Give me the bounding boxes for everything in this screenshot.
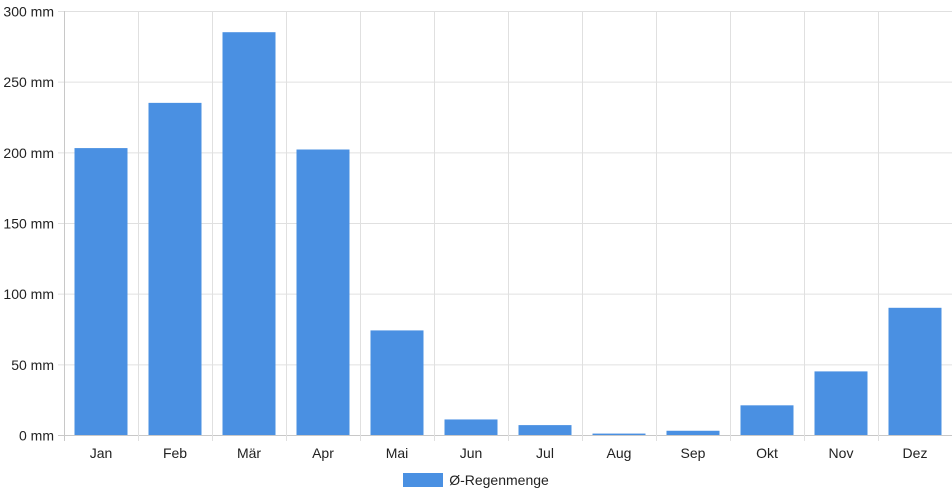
x-tick-label: Jan [90, 445, 113, 461]
x-tick-label: Mai [386, 445, 409, 461]
x-tick-label: Apr [312, 445, 334, 461]
chart-legend[interactable]: Ø-Regenmenge [0, 472, 952, 488]
y-tick-label: 150 mm [3, 216, 54, 232]
chart-plot-area: 0 mm 50 mm 100 mm 150 mm 200 mm 250 mm 300 mm J… [3, 4, 952, 461]
x-tick-label: Okt [756, 445, 778, 461]
x-tick-label: Nov [829, 445, 854, 461]
x-tick-label: Sep [681, 445, 706, 461]
x-tick-label: Mär [237, 445, 261, 461]
y-tick-label: 0 mm [19, 428, 54, 444]
bar-nov[interactable] [814, 371, 868, 435]
bar-dez[interactable] [888, 307, 942, 435]
bar-mai[interactable] [370, 330, 424, 435]
bar-jan[interactable] [74, 148, 128, 436]
bar-aug[interactable] [592, 433, 646, 435]
x-tick-label: Jun [460, 445, 483, 461]
y-tick-label: 200 mm [3, 145, 54, 161]
x-tick-label: Feb [163, 445, 187, 461]
bar-feb[interactable] [148, 102, 202, 435]
y-tick-label: 250 mm [3, 74, 54, 90]
bar-sep[interactable] [666, 430, 720, 435]
bar-mär[interactable] [222, 32, 276, 435]
bar-jul[interactable] [518, 425, 572, 435]
bar-apr[interactable] [296, 149, 350, 436]
x-tick-label: Aug [607, 445, 632, 461]
y-tick-label: 100 mm [3, 286, 54, 302]
legend-label: Ø-Regenmenge [449, 472, 549, 488]
y-tick-label: 50 mm [11, 357, 54, 373]
x-tick-label: Dez [903, 445, 928, 461]
y-tick-label: 300 mm [3, 4, 54, 20]
x-tick-label: Jul [536, 445, 554, 461]
bar-jun[interactable] [444, 419, 498, 435]
bar-okt[interactable] [740, 405, 794, 435]
legend-swatch [403, 473, 444, 487]
